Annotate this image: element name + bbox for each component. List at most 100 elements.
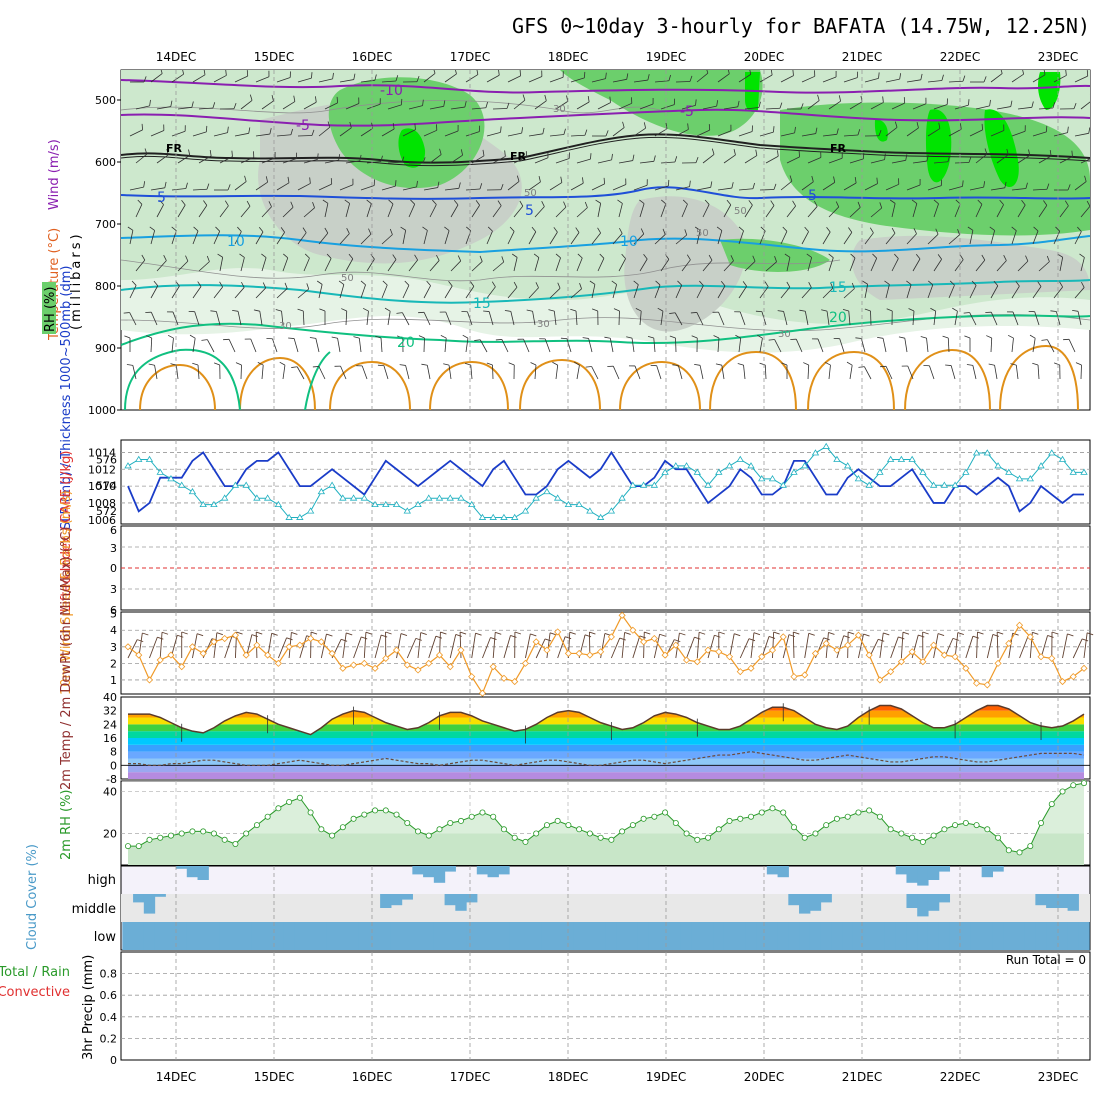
thickness-point	[854, 475, 863, 482]
wind-barb	[948, 80, 964, 83]
wind-speed-point	[231, 631, 239, 639]
wind-barb-feather	[1029, 334, 1036, 339]
wind-barb-feather	[643, 122, 646, 129]
wind-barb	[738, 188, 753, 191]
wind-barb	[555, 365, 559, 380]
cloud-bar-low	[315, 922, 328, 950]
wind-barb	[976, 632, 978, 659]
wind-speed-point	[178, 663, 186, 671]
wind-barb-feather	[315, 96, 317, 103]
thickness-point	[983, 449, 992, 456]
wind-barb-feather	[290, 201, 294, 208]
wind-barb-feather	[669, 312, 676, 314]
wind-barb-feather	[734, 633, 741, 637]
rh-point	[876, 813, 883, 820]
wind-barb-feather	[501, 256, 505, 263]
wind-barb-feather	[894, 121, 898, 128]
wind-barb	[177, 260, 189, 272]
wind-barb-feather	[283, 253, 289, 259]
wind-barb	[557, 636, 566, 659]
wind-barb	[423, 230, 428, 245]
wind-barb	[1080, 158, 1090, 164]
wind-barb	[471, 155, 485, 164]
temp-label-15b: 15	[829, 280, 847, 296]
wind-barb	[933, 203, 939, 218]
wind-speed-point	[779, 633, 787, 641]
wind-barb-feather	[716, 226, 723, 231]
wind-barb-feather	[415, 637, 422, 641]
wind-barb	[528, 287, 539, 299]
wind-barb-feather	[686, 254, 691, 261]
wind-barb	[738, 230, 744, 245]
wind-barb	[345, 103, 360, 110]
wind-barb	[975, 105, 990, 110]
wind-barb-feather	[380, 155, 383, 162]
wind-barb-feather	[758, 101, 761, 108]
cape-tick-label: 3	[110, 542, 117, 555]
wind-barb-feather	[869, 227, 874, 234]
wind-barb	[150, 230, 156, 245]
wind-speed-point	[468, 673, 476, 681]
wind-barb-feather	[1022, 70, 1024, 75]
wind-barb	[801, 133, 816, 137]
wind-barb	[507, 231, 515, 245]
wind-barb	[996, 106, 1011, 110]
wind-barb-feather	[1010, 363, 1017, 366]
wind-barb-feather	[177, 634, 184, 638]
wind-barb-feather	[1086, 200, 1090, 207]
wind-barb-feather	[164, 181, 167, 188]
wind-barb-feather	[817, 94, 820, 101]
wind-barb-feather	[674, 156, 678, 163]
wind-speed-point	[489, 663, 497, 671]
temp-band	[128, 744, 1084, 752]
rh-point	[425, 832, 432, 839]
wind-barb	[135, 153, 148, 164]
wind-barb	[381, 284, 388, 299]
wind-barb	[677, 365, 683, 380]
cloud-bar-low	[594, 922, 607, 950]
rh-point	[1005, 847, 1012, 854]
wind-barb	[135, 105, 150, 110]
wind-speed-point	[672, 641, 680, 649]
wind-barb	[156, 260, 167, 272]
wind-speed-point	[962, 664, 970, 672]
cloud-bar-high	[476, 866, 489, 875]
wind-speed-point	[575, 649, 583, 657]
wind-barb	[675, 285, 683, 299]
wind-barb-feather	[1007, 334, 1014, 339]
wind-barb-feather	[167, 334, 174, 339]
rh-shade-gray-2	[624, 196, 746, 332]
wind-barb-feather	[486, 362, 493, 366]
wind-barb-feather	[310, 631, 318, 635]
wind-barb-feather	[203, 70, 206, 75]
wind-barb	[860, 338, 866, 353]
rh-point	[586, 830, 593, 837]
cloud-bar-low	[981, 922, 993, 950]
wind-barb	[482, 637, 491, 659]
wind-barb	[738, 74, 751, 83]
rh-point	[941, 826, 948, 833]
wind-barb	[523, 338, 530, 353]
wind-barb	[795, 339, 803, 353]
thickness-point	[242, 481, 250, 488]
wind-barb	[549, 76, 564, 83]
rh-point	[1016, 849, 1023, 856]
wind-barb	[1011, 285, 1020, 299]
wind-speed-point	[1005, 639, 1013, 648]
wind-barb	[129, 285, 137, 299]
wind-barb-feather	[952, 637, 960, 641]
wind-barb	[576, 365, 580, 380]
wind-barb	[387, 259, 397, 272]
wind-barb-feather	[370, 254, 375, 260]
wind-barb	[172, 311, 179, 326]
thickness-point	[135, 455, 143, 462]
wind-barb	[1053, 286, 1063, 299]
wind-barb-feather	[710, 181, 713, 188]
wind-barb-feather	[621, 253, 626, 259]
wind-speed-point	[543, 646, 551, 654]
cloud-bar-low	[562, 922, 575, 950]
cloud-bar-low	[1046, 922, 1058, 950]
rh-point	[253, 822, 260, 829]
rh-point	[1081, 780, 1088, 787]
wind-barb	[1011, 188, 1026, 191]
